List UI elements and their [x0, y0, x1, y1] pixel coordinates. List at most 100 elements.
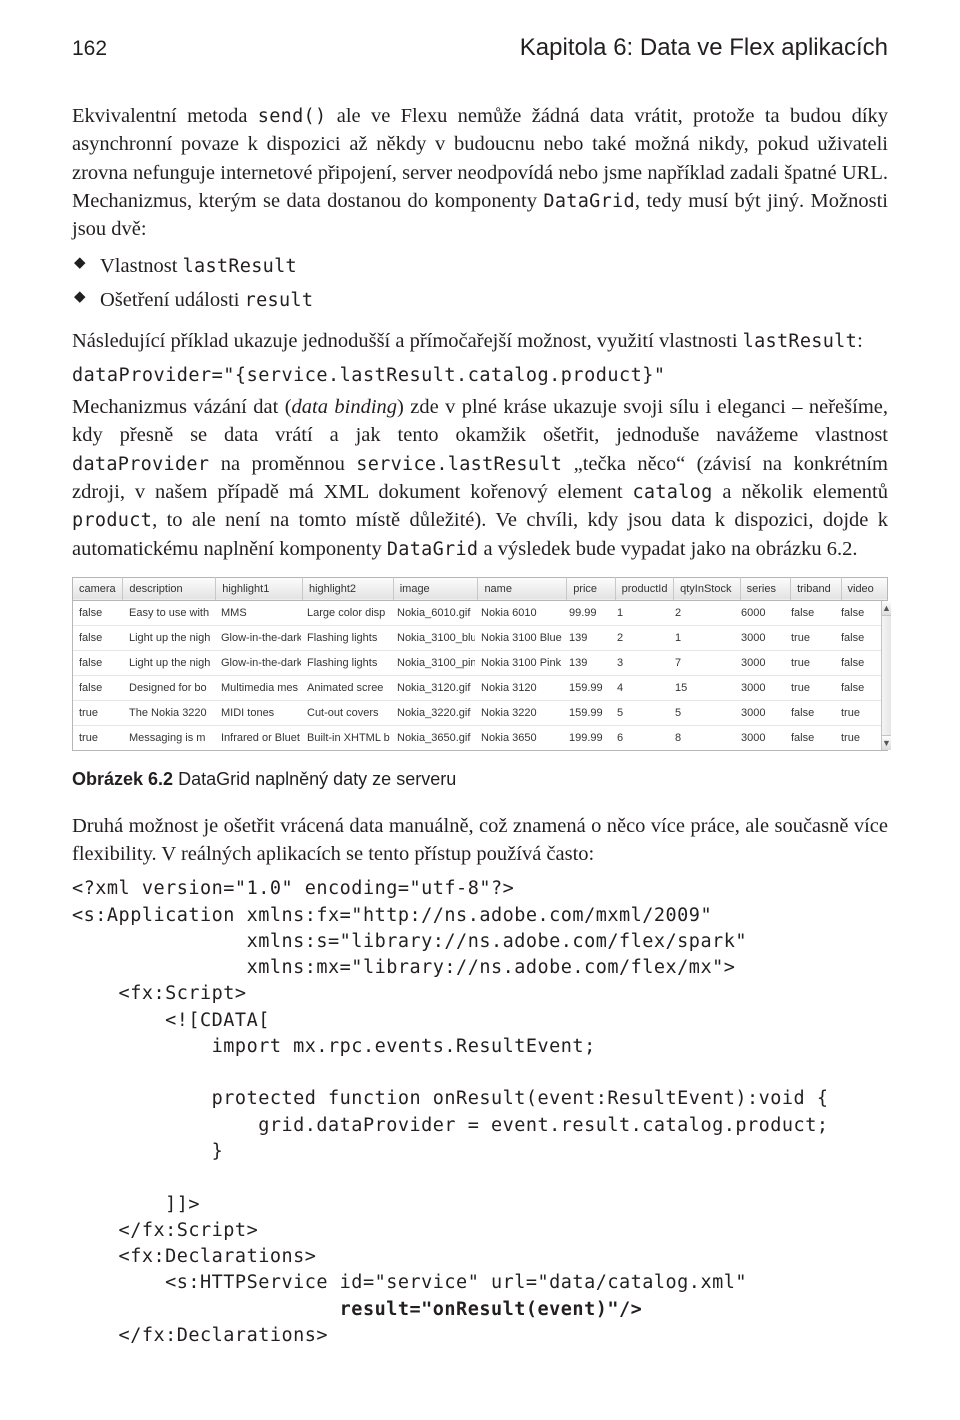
table-cell: true: [835, 700, 881, 725]
table-cell: 5: [669, 700, 735, 725]
inline-code: dataProvider: [72, 454, 209, 475]
datagrid-body: falseEasy to use withMMSLarge color disp…: [73, 601, 881, 750]
table-cell: Animated scree: [301, 675, 391, 700]
table-cell: true: [785, 650, 835, 675]
paragraph-3: Mechanizmus vázání dat (data binding) zd…: [72, 393, 888, 563]
table-cell: Nokia 3120: [475, 675, 563, 700]
table-cell: Light up the nigh: [123, 625, 215, 650]
table-cell: Nokia 3220: [475, 700, 563, 725]
table-cell: 3: [611, 650, 669, 675]
paragraph-1: Ekvivalentní metoda send() ale ve Flexu …: [72, 102, 888, 243]
scroll-up-icon[interactable]: ▲: [882, 601, 891, 616]
column-header[interactable]: highlight2: [302, 577, 393, 600]
table-row[interactable]: trueMessaging is mInfrared or BluetBuilt…: [73, 725, 881, 750]
table-cell: Nokia 3100 Blue: [475, 625, 563, 650]
table-cell: Flashing lights: [301, 625, 391, 650]
table-row[interactable]: falseLight up the nighGlow-in-the-darkFl…: [73, 650, 881, 675]
table-row[interactable]: falseEasy to use withMMSLarge color disp…: [73, 601, 881, 626]
table-cell: Nokia_3650.gif: [391, 725, 475, 750]
table-cell: true: [785, 675, 835, 700]
table-cell: Cut-out covers: [301, 700, 391, 725]
italic-text: data binding: [292, 396, 397, 418]
table-cell: Glow-in-the-dark: [215, 625, 301, 650]
table-cell: Flashing lights: [301, 650, 391, 675]
table-cell: Light up the nigh: [123, 650, 215, 675]
table-cell: 159.99: [563, 675, 611, 700]
table-cell: 3000: [735, 725, 785, 750]
paragraph-4: Druhá možnost je ošetřit vrácená data ma…: [72, 812, 888, 869]
text: Ošetření události: [100, 289, 245, 311]
column-header[interactable]: image: [393, 577, 478, 600]
table-cell: 199.99: [563, 725, 611, 750]
table-cell: Nokia_3100_pin: [391, 650, 475, 675]
table-cell: 1: [611, 601, 669, 626]
column-header[interactable]: highlight1: [216, 577, 303, 600]
table-cell: Glow-in-the-dark: [215, 650, 301, 675]
code-line-dataprovider: dataProvider="{service.lastResult.catalo…: [72, 363, 888, 389]
table-cell: 2: [611, 625, 669, 650]
table-cell: Easy to use with: [123, 601, 215, 626]
text: na proměnnou: [209, 453, 356, 475]
column-header[interactable]: productId: [615, 577, 674, 600]
table-cell: false: [835, 675, 881, 700]
inline-code: product: [72, 510, 152, 531]
table-cell: Nokia 3100 Pink: [475, 650, 563, 675]
table-cell: false: [785, 725, 835, 750]
table-cell: 6: [611, 725, 669, 750]
scroll-down-icon[interactable]: ▼: [882, 735, 891, 750]
table-cell: Designed for bo: [123, 675, 215, 700]
column-header[interactable]: description: [123, 577, 216, 600]
inline-code: DataGrid: [387, 539, 479, 560]
table-cell: 1: [669, 625, 735, 650]
table-cell: false: [785, 601, 835, 626]
table-cell: true: [73, 700, 123, 725]
table-row[interactable]: falseLight up the nighGlow-in-the-darkFl…: [73, 625, 881, 650]
column-header[interactable]: series: [740, 577, 790, 600]
table-cell: true: [785, 625, 835, 650]
table-cell: false: [835, 625, 881, 650]
inline-code: send(): [258, 106, 327, 127]
table-cell: Nokia 6010: [475, 601, 563, 626]
list-item: Vlastnost lastResult: [100, 251, 888, 283]
table-cell: 139: [563, 650, 611, 675]
text: a výsledek bude vypadat jako na obrázku …: [478, 538, 857, 560]
table-cell: 159.99: [563, 700, 611, 725]
text: Vlastnost: [100, 255, 183, 277]
table-row[interactable]: trueThe Nokia 3220MIDI tonesCut-out cove…: [73, 700, 881, 725]
table-cell: 2: [669, 601, 735, 626]
column-header[interactable]: triband: [791, 577, 841, 600]
table-cell: false: [835, 650, 881, 675]
text: Ekvivalentní metoda: [72, 105, 258, 127]
table-cell: Nokia_6010.gif: [391, 601, 475, 626]
paragraph-2: Následující příklad ukazuje jednodušší a…: [72, 327, 888, 355]
datagrid-header: cameradescriptionhighlight1highlight2ima…: [72, 577, 888, 601]
column-header[interactable]: price: [567, 577, 615, 600]
column-header[interactable]: camera: [73, 577, 123, 600]
table-cell: false: [73, 650, 123, 675]
column-header[interactable]: name: [478, 577, 567, 600]
table-cell: 15: [669, 675, 735, 700]
table-cell: true: [73, 725, 123, 750]
chapter-title: Kapitola 6: Data ve Flex aplikacích: [520, 34, 888, 62]
page-number: 162: [72, 37, 107, 61]
caption-label: Obrázek 6.2: [72, 769, 173, 789]
table-cell: 99.99: [563, 601, 611, 626]
table-cell: Nokia 3650: [475, 725, 563, 750]
table-cell: false: [73, 675, 123, 700]
table-cell: false: [73, 625, 123, 650]
inline-code: catalog: [632, 482, 712, 503]
table-cell: Multimedia mes: [215, 675, 301, 700]
column-header[interactable]: qtyInStock: [674, 577, 741, 600]
table-row[interactable]: falseDesigned for boMultimedia mesAnimat…: [73, 675, 881, 700]
table-cell: 139: [563, 625, 611, 650]
table-cell: Infrared or Bluet: [215, 725, 301, 750]
inline-code: service.lastResult: [356, 454, 562, 475]
table-cell: 7: [669, 650, 735, 675]
table-cell: 5: [611, 700, 669, 725]
text: :: [857, 330, 863, 352]
scrollbar[interactable]: ▲ ▼: [881, 601, 891, 750]
text: Následující příklad ukazuje jednodušší a…: [72, 330, 743, 352]
column-header[interactable]: video: [841, 577, 888, 600]
figure-6-2: cameradescriptionhighlight1highlight2ima…: [72, 577, 888, 751]
table-cell: 4: [611, 675, 669, 700]
